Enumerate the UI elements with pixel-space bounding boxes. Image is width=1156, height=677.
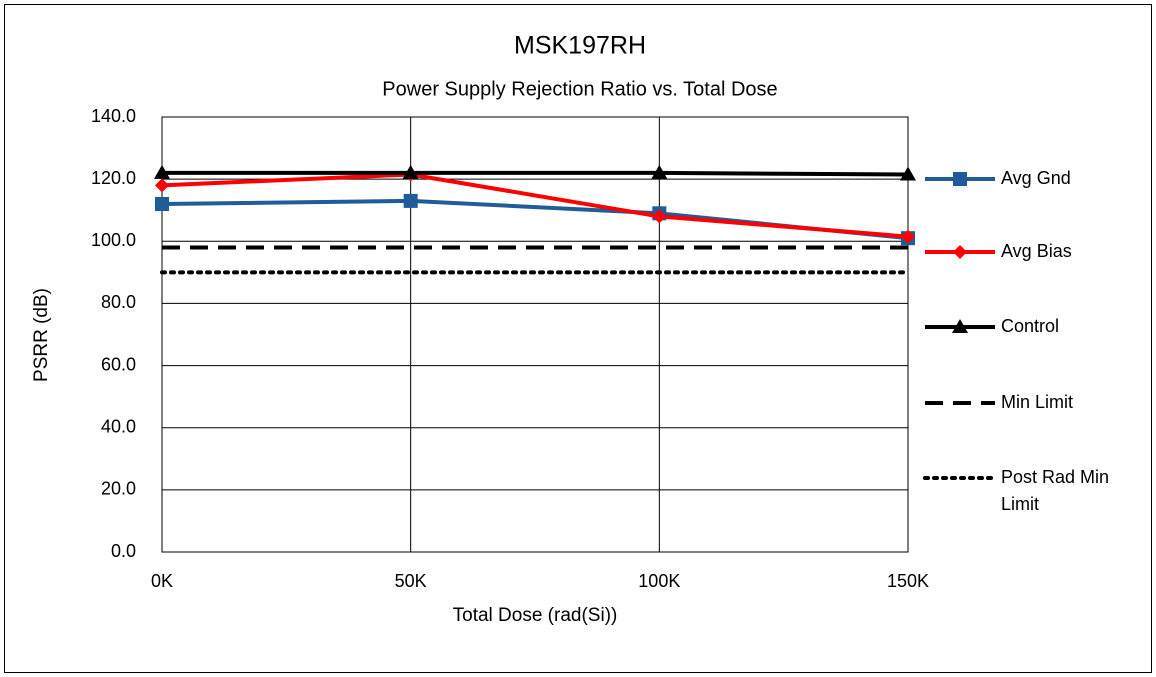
y-axis-title: PSRR (dB) <box>31 288 52 382</box>
x-tick-label: 150K <box>887 571 929 591</box>
marker-triangle <box>651 164 668 179</box>
marker-triangle <box>952 319 968 333</box>
x-tick-label: 0K <box>151 571 173 591</box>
y-tick-label: 0.0 <box>111 541 136 561</box>
y-tick-label: 20.0 <box>101 479 136 499</box>
y-tick-label: 100.0 <box>91 230 136 250</box>
legend-label: Avg Gnd <box>1001 168 1071 188</box>
y-tick-label: 140.0 <box>91 106 136 126</box>
x-tick-label: 100K <box>638 571 680 591</box>
series-line <box>161 172 909 239</box>
marker-square <box>403 193 418 208</box>
series-line <box>162 170 909 177</box>
x-axis-title: Total Dose (rad(Si)) <box>453 605 618 626</box>
legend-label: Min Limit <box>1001 392 1074 412</box>
marker-diamond <box>652 209 667 224</box>
y-tick-label: 80.0 <box>101 292 136 312</box>
marker-triangle <box>154 164 170 179</box>
marker-diamond <box>901 229 915 244</box>
chart-subtitle: Power Supply Rejection Ratio vs. Total D… <box>382 78 777 100</box>
legend-label: Avg Bias <box>1001 241 1072 261</box>
y-tick-label: 60.0 <box>101 354 136 374</box>
marker-triangle <box>402 164 419 179</box>
x-tick-label: 50K <box>395 571 427 591</box>
marker-diamond <box>155 178 169 193</box>
marker-square <box>155 197 169 211</box>
marker-square <box>953 172 967 186</box>
legend-label: Post Rad Min Limit <box>1001 467 1110 514</box>
chart-frame <box>4 4 1152 673</box>
plot-border <box>161 116 909 553</box>
marker-triangle <box>900 166 916 181</box>
chart-title: MSK197RH <box>514 32 646 60</box>
legend-label: Control <box>1001 316 1060 336</box>
y-tick-label: 120.0 <box>91 168 136 188</box>
marker-diamond <box>953 245 967 259</box>
y-tick-label: 40.0 <box>101 416 136 436</box>
